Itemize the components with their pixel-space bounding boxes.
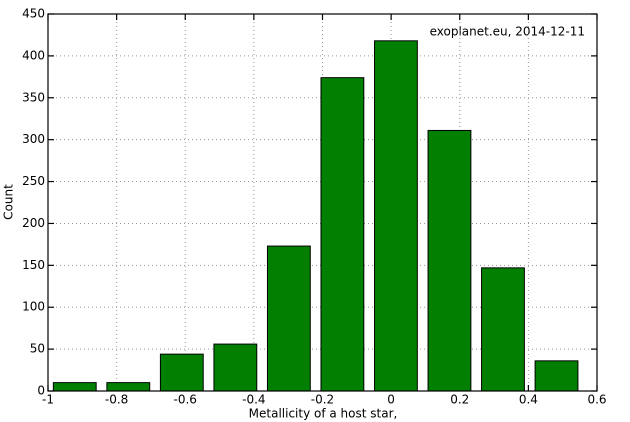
y-tick-label: 450: [22, 7, 45, 21]
plot-frame: [47, 13, 598, 392]
x-tick-label: -0.4: [242, 393, 265, 407]
x-tick-label: -0.8: [105, 393, 128, 407]
x-tick-label: -0.6: [174, 393, 197, 407]
bar: [374, 40, 418, 392]
x-tick-label: 0.4: [519, 393, 538, 407]
bar: [320, 77, 365, 392]
bar: [534, 360, 579, 392]
y-tick-label: 50: [30, 342, 45, 356]
bar: [427, 129, 472, 392]
bar: [52, 382, 97, 392]
x-axis-label: Metallicity of a host star,: [249, 407, 398, 421]
x-tick-label: -0.2: [311, 393, 334, 407]
y-tick-label: 150: [22, 258, 45, 272]
y-tick-label: 400: [22, 48, 45, 62]
x-tick-label: 0: [387, 393, 395, 407]
bar: [266, 245, 311, 392]
bar: [106, 382, 151, 392]
bar: [159, 353, 204, 392]
y-tick-label: 350: [22, 90, 45, 104]
x-tick-label: -1: [42, 393, 54, 407]
y-tick-label: 0: [37, 384, 45, 398]
y-axis-label: Count: [2, 184, 16, 220]
bar: [213, 343, 258, 392]
x-tick-label: 0.6: [587, 393, 606, 407]
y-tick-label: 300: [22, 132, 45, 146]
annotation: exoplanet.eu, 2014-12-11: [430, 25, 585, 39]
y-tick-label: 250: [22, 174, 45, 188]
x-tick-label: 0.2: [450, 393, 469, 407]
y-tick-label: 200: [22, 216, 45, 230]
y-tick-label: 100: [22, 300, 45, 314]
bar: [481, 267, 525, 392]
